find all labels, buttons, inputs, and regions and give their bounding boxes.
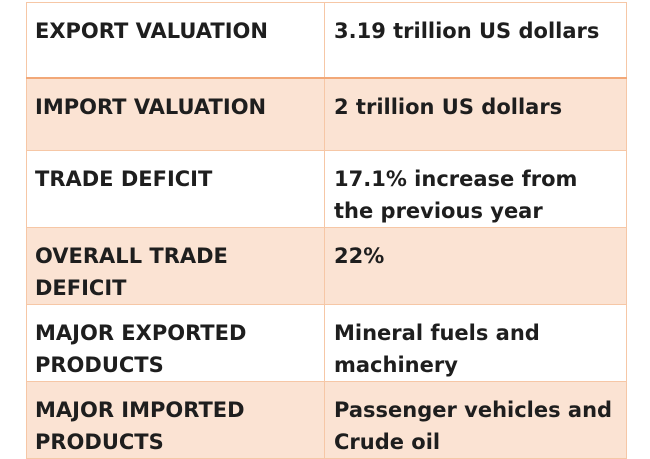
row-value: Passenger vehicles and Crude oil [324, 381, 627, 459]
row-value: Mineral fuels and machinery [324, 304, 627, 382]
row-value: 2 trillion US dollars [324, 77, 627, 151]
table-row: IMPORT VALUATION 2 trillion US dollars [26, 77, 627, 151]
table-row: MAJOR EXPORTED PRODUCTS Mineral fuels an… [26, 304, 627, 382]
row-value: 17.1% increase from the previous year [324, 150, 627, 228]
row-label: OVERALL TRADE DEFICIT [26, 227, 325, 305]
row-value: 3.19 trillion US dollars [324, 2, 627, 79]
row-label: MAJOR EXPORTED PRODUCTS [26, 304, 325, 382]
row-label: TRADE DEFICIT [26, 150, 325, 228]
table-row: MAJOR IMPORTED PRODUCTS Passenger vehicl… [26, 381, 627, 459]
row-label: IMPORT VALUATION [26, 77, 325, 151]
row-label: EXPORT VALUATION [26, 2, 325, 79]
trade-summary-table: EXPORT VALUATION 3.19 trillion US dollar… [26, 2, 627, 459]
row-value: 22% [324, 227, 627, 305]
table-row: EXPORT VALUATION 3.19 trillion US dollar… [26, 2, 627, 79]
table-row: OVERALL TRADE DEFICIT 22% [26, 227, 627, 305]
table-row: TRADE DEFICIT 17.1% increase from the pr… [26, 150, 627, 228]
row-label: MAJOR IMPORTED PRODUCTS [26, 381, 325, 459]
